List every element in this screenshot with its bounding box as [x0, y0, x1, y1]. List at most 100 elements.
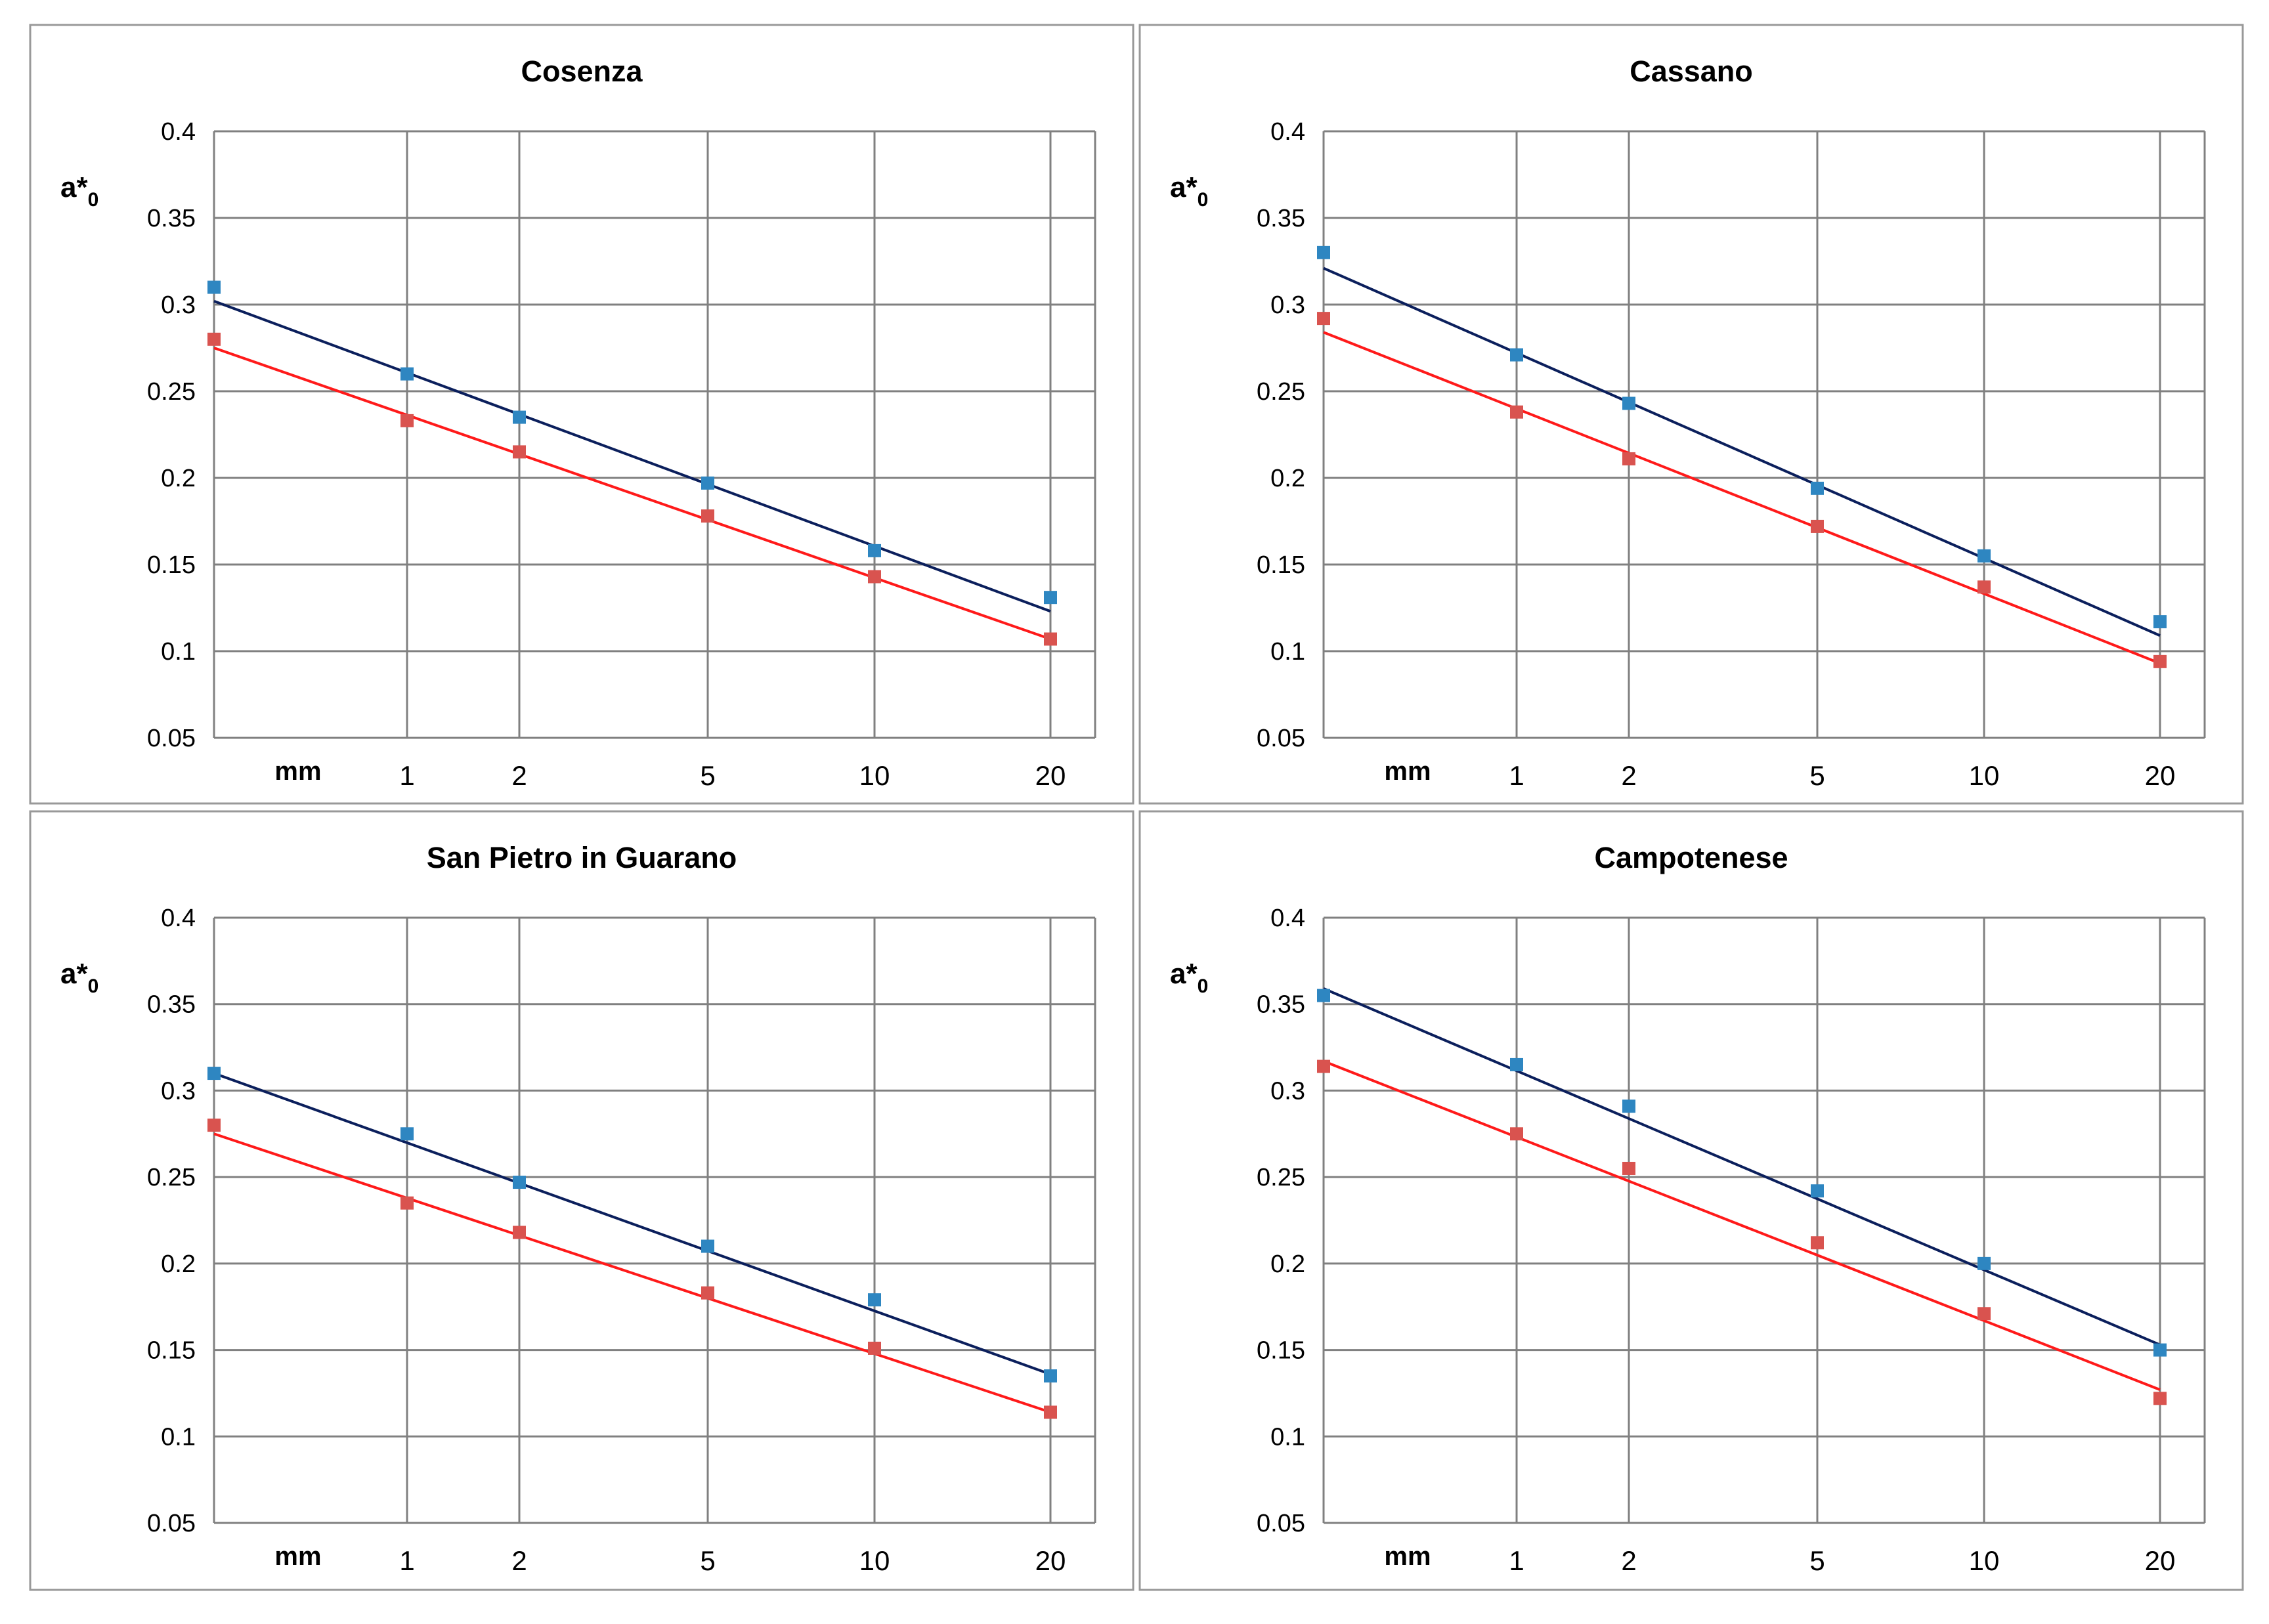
trend-line-red	[1323, 331, 2161, 665]
data-point-blue	[868, 544, 881, 557]
data-point-red	[2153, 654, 2167, 668]
data-point-blue	[1622, 396, 1635, 410]
data-point-red	[701, 509, 714, 523]
x-unit-label: mm	[1384, 1542, 1431, 1571]
data-point-red	[701, 1286, 714, 1300]
y-tick-label: 0.35	[147, 991, 196, 1019]
panel-frame	[29, 24, 1134, 805]
data-point-blue	[868, 1293, 881, 1307]
data-point-blue	[1811, 481, 1824, 495]
trend-line-blue	[213, 299, 1051, 613]
data-point-blue	[1044, 591, 1057, 605]
chart-title: San Pietro in Guarano	[427, 841, 737, 874]
data-point-blue	[2153, 1343, 2167, 1357]
y-axis-label-subscript: 0	[88, 189, 99, 211]
data-point-blue	[513, 410, 526, 424]
panel-cassano: Cassano 0.05 0.1 0.15 0.2 0.25 0.3 0.35 0.4 1 2 5 10…	[1138, 24, 2244, 805]
y-axis-label-subscript: 0	[88, 975, 99, 997]
data-point-red	[400, 1196, 414, 1210]
y-tick-label: 0.05	[1257, 1510, 1305, 1537]
x-tick-label: 5	[1809, 760, 1825, 791]
data-point-red	[513, 445, 526, 459]
x-tick-label: 1	[1509, 1545, 1524, 1576]
data-point-red	[1811, 519, 1824, 533]
y-tick-label: 0.4	[161, 905, 196, 932]
chart-title: Cassano	[1630, 54, 1753, 88]
y-tick-label: 0.15	[1257, 551, 1305, 579]
data-point-blue	[2153, 615, 2167, 629]
data-point-red	[1977, 580, 1991, 594]
x-tick-label: 2	[511, 760, 527, 791]
data-point-blue	[400, 1127, 414, 1141]
y-axis-label-main: a*	[1170, 171, 1198, 203]
y-tick-label: 0.2	[1270, 1250, 1305, 1278]
x-tick-label: 10	[1969, 760, 2000, 791]
x-unit-label: mm	[274, 757, 321, 786]
y-tick-label: 0.1	[1270, 1423, 1305, 1451]
x-tick-label: 5	[700, 760, 715, 791]
x-tick-label: 2	[1621, 1545, 1636, 1576]
trend-line-blue	[1323, 267, 2161, 637]
y-axis-label: a*0	[60, 958, 98, 997]
data-point-blue	[1977, 549, 1991, 563]
x-tick-label: 5	[700, 1545, 715, 1576]
chart-title: Cosenza	[521, 54, 643, 88]
trend-line-red	[213, 1132, 1051, 1414]
y-axis-label: a*0	[60, 171, 98, 211]
y-tick-label: 0.35	[147, 205, 196, 232]
data-point-blue	[1510, 1058, 1523, 1071]
panel-frame	[29, 810, 1134, 1591]
data-point-red	[1977, 1307, 1991, 1321]
y-tick-label: 0.1	[1270, 638, 1305, 666]
y-tick-label: 0.15	[1257, 1337, 1305, 1365]
x-tick-label: 10	[859, 1545, 890, 1576]
x-unit-label: mm	[274, 1542, 321, 1571]
y-tick-label: 0.35	[1257, 991, 1305, 1019]
y-tick-label: 0.25	[147, 378, 196, 406]
y-axis-label-main: a*	[60, 958, 88, 990]
data-point-red	[1811, 1236, 1824, 1250]
y-tick-label: 0.3	[1270, 1077, 1305, 1105]
data-point-blue	[701, 1239, 714, 1253]
x-tick-label: 20	[2145, 1545, 2176, 1576]
data-point-red	[1510, 1127, 1523, 1141]
data-point-blue	[400, 367, 414, 381]
panel-san-pietro-in-guarano: San Pietro in Guarano 0.05 0.1 0.15 0.2 0.25 0…	[29, 810, 1134, 1591]
x-tick-label: 20	[2145, 760, 2176, 791]
data-point-red	[207, 332, 221, 346]
y-tick-label: 0.2	[161, 1250, 196, 1278]
y-axis-label: a*0	[1170, 171, 1208, 211]
trend-line-blue	[213, 1072, 1051, 1376]
y-tick-label: 0.3	[161, 291, 196, 319]
x-tick-label: 1	[399, 1545, 414, 1576]
data-point-blue	[1622, 1100, 1635, 1113]
data-point-red	[868, 570, 881, 584]
y-tick-label: 0.35	[1257, 205, 1305, 232]
y-tick-label: 0.25	[1257, 1164, 1305, 1191]
y-axis-label-main: a*	[1170, 958, 1198, 990]
data-point-blue	[1317, 246, 1330, 259]
trend-line-red	[213, 347, 1051, 641]
panel-cosenza: Cosenza 0.05 0.1 0.15 0.2 0.25 0.3 0.35 0.4 1 2 5 10…	[29, 24, 1134, 805]
y-tick-label: 0.2	[1270, 465, 1305, 492]
y-tick-label: 0.3	[1270, 291, 1305, 319]
data-point-red	[1044, 1405, 1057, 1419]
x-tick-label: 10	[859, 760, 890, 791]
y-tick-label: 0.05	[147, 725, 196, 752]
data-point-red	[2153, 1392, 2167, 1405]
data-point-red	[1510, 405, 1523, 419]
y-tick-label: 0.4	[1270, 118, 1305, 146]
data-point-blue	[1811, 1184, 1824, 1198]
y-tick-label: 0.25	[1257, 378, 1305, 406]
y-tick-label: 0.25	[147, 1164, 196, 1191]
y-tick-label: 0.15	[147, 551, 196, 579]
y-tick-label: 0.05	[1257, 725, 1305, 752]
data-point-red	[207, 1119, 221, 1132]
trend-line-red	[1323, 1059, 2161, 1392]
y-axis-label: a*0	[1170, 958, 1208, 997]
data-point-blue	[513, 1176, 526, 1189]
data-point-red	[1622, 1161, 1635, 1175]
y-tick-label: 0.1	[161, 638, 196, 666]
x-tick-label: 1	[399, 760, 414, 791]
